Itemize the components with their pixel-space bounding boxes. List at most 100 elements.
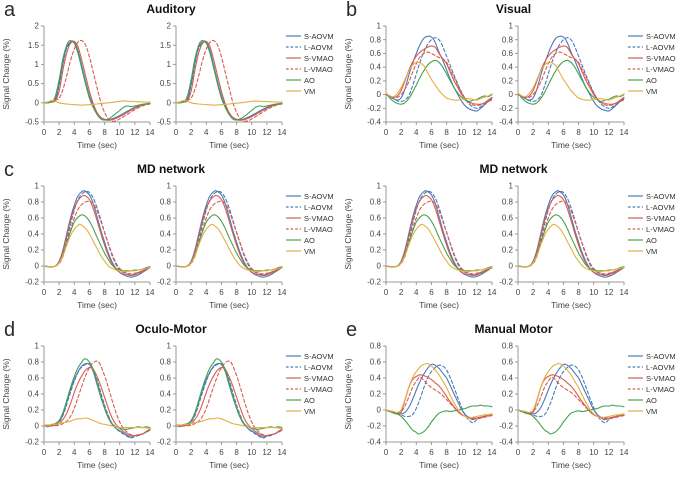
legend-item-vm: VM [286, 86, 342, 96]
y-tick-label: 1 [35, 182, 40, 191]
x-tick-label: 10 [457, 448, 466, 457]
x-tick-label: 4 [546, 128, 551, 137]
legend-item-vm: VM [628, 406, 684, 416]
legend-label: AO [646, 395, 657, 405]
series-line-s-vmao [385, 374, 493, 419]
legend-line-sample [628, 388, 643, 390]
x-tick-label: 6 [87, 288, 92, 297]
y-tick-label: 0 [377, 90, 382, 99]
x-tick-label: 2 [189, 128, 194, 137]
legend-item-l-aovm: L-AOVM [286, 42, 342, 52]
x-tick-label: 0 [384, 448, 389, 457]
y-tick-label: -0.2 [157, 278, 171, 287]
y-tick-label: 0.6 [370, 358, 382, 367]
x-axis-label: Time (sec) [209, 460, 249, 470]
x-tick-label: 2 [57, 128, 62, 137]
series-line-vm [43, 223, 151, 273]
x-tick-label: 2 [399, 128, 404, 137]
y-tick-label: 0.6 [370, 49, 382, 58]
x-tick-label: 4 [72, 128, 77, 137]
y-tick-label: -0.4 [499, 118, 513, 127]
series-line-s-vmao [175, 40, 283, 121]
y-tick-label: 1 [167, 60, 172, 69]
y-tick-label: -0.2 [499, 278, 513, 287]
legend-line-sample [286, 68, 301, 70]
legend-line-sample [286, 239, 301, 241]
y-tick-label: 0.8 [370, 35, 382, 44]
series-line-s-vmao [517, 194, 625, 277]
x-tick-label: 2 [57, 288, 62, 297]
x-tick-label: 14 [278, 128, 286, 137]
subplot-row: -0.2 0 0.2 0.4 0.6 0.8 1 0 2 4 6 8 10 12 14 Time (sec) S… [0, 177, 342, 319]
legend-line-sample [286, 399, 301, 401]
series-line-l-vmao [43, 39, 151, 122]
legend-line-sample [628, 35, 643, 37]
y-tick-label: 1 [167, 182, 172, 191]
y-tick-label: -0.2 [499, 422, 513, 431]
x-tick-label: 6 [429, 128, 434, 137]
legend-label: L-VMAO [304, 64, 333, 74]
legend-label: VM [304, 406, 316, 416]
legend-label: S-AOVM [304, 191, 334, 201]
legend-item-l-vmao: L-VMAO [628, 64, 684, 74]
y-tick-label: 0 [167, 98, 172, 107]
legend-line-sample [628, 217, 643, 219]
legend-label: S-AOVM [646, 351, 676, 361]
legend-label: L-AOVM [646, 202, 675, 212]
y-tick-label: 1.5 [160, 41, 172, 50]
legend-line-sample [286, 377, 301, 379]
series-line-s-vmao [385, 45, 493, 105]
x-axis-label: Time (sec) [77, 460, 117, 470]
x-tick-label: 10 [247, 448, 256, 457]
x-tick-label: 6 [561, 128, 566, 137]
legend-line-sample [286, 228, 301, 230]
x-tick-label: 14 [620, 128, 628, 137]
x-axis-label: Time (sec) [77, 140, 117, 150]
series-line-s-aovm [517, 190, 625, 278]
legend-item-s-aovm: S-AOVM [628, 351, 684, 361]
series-line-l-aovm [175, 190, 283, 276]
y-tick-label: -0.4 [367, 438, 381, 447]
legend-item-vm: VM [628, 86, 684, 96]
y-tick-label: 0 [509, 406, 514, 415]
series-line-s-aovm [385, 190, 493, 278]
y-tick-label: -0.2 [157, 438, 171, 447]
x-tick-label: 14 [620, 448, 628, 457]
legend-label: L-AOVM [646, 362, 675, 372]
y-tick-label: 0.4 [370, 374, 382, 383]
series-line-s-aovm [517, 35, 625, 112]
y-tick-label: 0 [377, 262, 382, 271]
series-line-s-vmao [517, 45, 625, 105]
series-line-vm [175, 417, 283, 429]
y-tick-label: 0.2 [370, 390, 382, 399]
x-axis-label: Time (sec) [551, 460, 591, 470]
x-tick-label: 0 [42, 448, 47, 457]
legend-label: L-AOVM [304, 42, 333, 52]
legend-line-sample [628, 68, 643, 70]
legend-item-vm: VM [286, 246, 342, 256]
x-tick-label: 14 [146, 448, 155, 457]
legend-line-sample [286, 217, 301, 219]
legend-label: S-AOVM [304, 351, 334, 361]
x-tick-label: 6 [87, 128, 92, 137]
x-axis-label: Time (sec) [419, 460, 459, 470]
legend-label: S-VMAO [304, 53, 334, 63]
legend-item-s-aovm: S-AOVM [628, 191, 684, 201]
legend-line-sample [286, 388, 301, 390]
series-line-l-aovm [517, 364, 625, 424]
y-tick-label: 0.6 [160, 214, 172, 223]
y-tick-label: 0.2 [370, 76, 382, 85]
x-tick-label: 4 [72, 288, 77, 297]
x-tick-label: 0 [42, 288, 47, 297]
legend-item-ao: AO [286, 75, 342, 85]
legend-item-l-aovm: L-AOVM [628, 202, 684, 212]
legend-label: L-VMAO [304, 384, 333, 394]
x-tick-label: 2 [399, 448, 404, 457]
series-line-s-vmao [385, 194, 493, 277]
y-tick-label: -0.2 [367, 422, 381, 431]
series-line-l-vmao [385, 376, 493, 420]
x-tick-label: 12 [472, 128, 481, 137]
